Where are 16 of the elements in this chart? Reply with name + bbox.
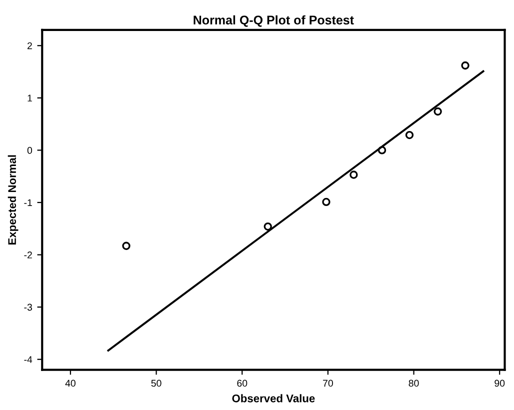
x-axis-title: Observed Value (232, 394, 315, 402)
x-tick-label: 60 (237, 380, 248, 387)
y-tick-label: -4 (24, 356, 32, 363)
y-tick-label: -2 (24, 252, 32, 258)
x-tick-label: 40 (65, 380, 76, 387)
y-tick-label: 0 (27, 146, 32, 154)
chart-title: Normal Q-Q Plot of Postest (194, 15, 354, 27)
y-tick-label: -1 (24, 199, 32, 206)
y-tick-label: -3 (24, 304, 32, 311)
y-axis-title: Expected Normal (8, 155, 18, 245)
x-tick-label: 50 (151, 380, 162, 387)
y-tick-label: 2 (28, 42, 32, 50)
x-tick-label: 90 (494, 380, 505, 387)
y-tick-label: 1 (28, 94, 32, 102)
x-tick-label: 70 (323, 380, 333, 387)
x-tick-label: 80 (408, 380, 419, 387)
